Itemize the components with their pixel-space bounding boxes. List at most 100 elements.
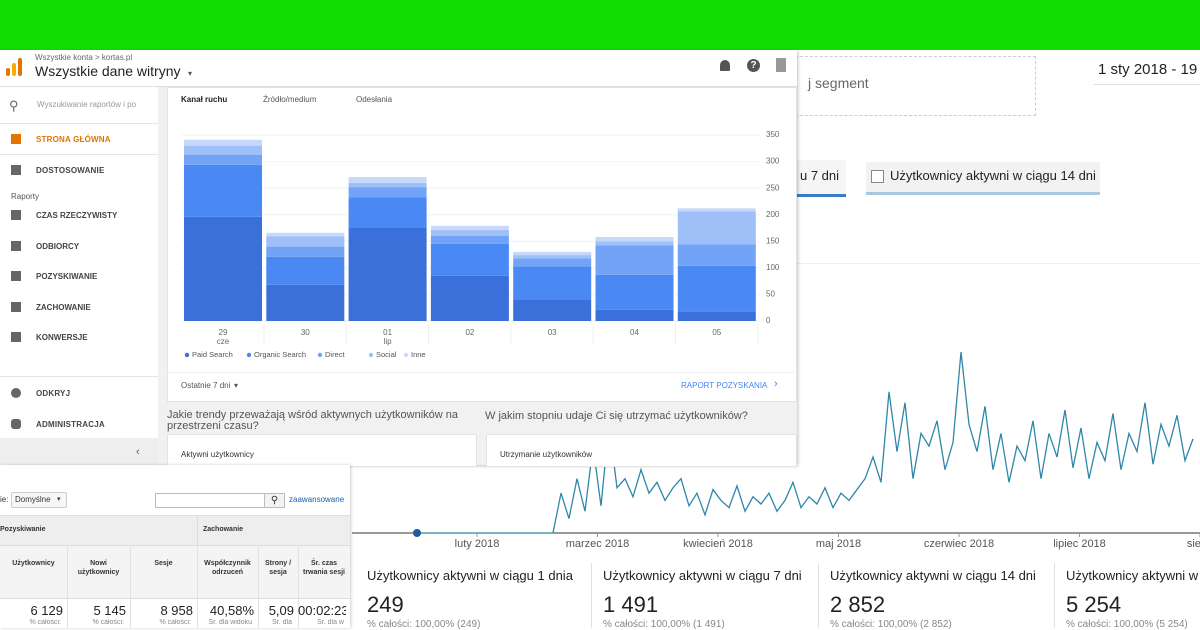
legend-label: Social (376, 350, 397, 359)
col-header[interactable]: Nowi użytkownicy (77, 560, 120, 576)
nav-item[interactable]: ODBIORCY (36, 241, 80, 251)
bar-segment (430, 243, 509, 276)
bar-segment (595, 245, 674, 275)
bar-segment (348, 187, 427, 198)
sidebar (0, 87, 158, 465)
nav-item[interactable]: KONWERSJE (36, 333, 88, 342)
legend-swatch (368, 352, 374, 358)
date-range[interactable]: 1 sty 2018 - 19 (1098, 61, 1198, 78)
x-tick-label: 03 (548, 328, 557, 337)
card-tab[interactable]: Kanał ruchu (181, 95, 228, 104)
stat-value: 249 (367, 592, 404, 617)
group-header: Zachowanie (203, 526, 244, 533)
y-tick-label: 350 (766, 130, 780, 139)
tab-14[interactable] (866, 162, 1100, 195)
tab-7[interactable] (790, 160, 846, 197)
breadcrumb[interactable]: Wszystkie konta > kortas.pl (35, 53, 133, 62)
cell-sub: Śr. dla (272, 619, 292, 626)
help-icon[interactable]: ? (747, 59, 760, 72)
bar-segment (595, 237, 674, 242)
question-2: W jakim stopniu udaje Ci się utrzymać uż… (485, 410, 748, 422)
collapse-bar[interactable] (0, 438, 158, 465)
bar-segment (266, 256, 345, 285)
discover-icon (11, 388, 21, 398)
table-search[interactable] (155, 493, 265, 508)
profile-icon[interactable] (776, 58, 786, 72)
nav-icon (11, 271, 21, 281)
bar-segment (677, 208, 756, 212)
admin-icon (11, 419, 21, 429)
legend-label: Direct (325, 350, 346, 359)
col-header[interactable]: Użytkownicy (12, 560, 55, 567)
y-tick-label: 250 (766, 183, 780, 192)
x-month-label: lip (384, 337, 393, 346)
bar-segment (677, 311, 756, 321)
bell-icon[interactable] (720, 60, 730, 71)
search-button[interactable]: ⚲ (264, 493, 285, 508)
segment-text: j segment (808, 75, 869, 91)
legend-swatch (403, 352, 409, 358)
view-value: Domyślne (15, 495, 51, 504)
report-link[interactable]: RAPORT POZYSKANIA (681, 381, 768, 390)
bar-segment (266, 232, 345, 237)
stat-sub: % całości: 100,00% (249) (367, 619, 481, 630)
nav-icon (11, 332, 21, 342)
question-1: Jakie trendy przeważają wśród aktywnych … (167, 409, 459, 432)
period-select[interactable]: Ostatnie 7 dni (181, 381, 231, 390)
search-input[interactable]: Wyszukiwanie raportów i po (37, 100, 137, 109)
bar-segment (513, 251, 592, 256)
bar-segment (184, 139, 262, 146)
nav-item[interactable]: CZAS RZECZYWISTY (36, 211, 118, 220)
line-series (417, 351, 1194, 534)
x-tick-label: luty 2018 (455, 538, 500, 550)
cell-sub: % całości: (92, 619, 124, 626)
card-divider (167, 372, 795, 373)
col-header[interactable]: Współczynnik odrzuceń (204, 560, 251, 576)
link-arrow[interactable]: › (774, 378, 778, 390)
bar-segment (184, 216, 262, 321)
x-tick-label: sierpi (1187, 538, 1200, 550)
nav-home[interactable]: STRONA GŁÓWNA (36, 135, 111, 144)
divider (0, 154, 158, 155)
nav-discover[interactable]: ODKRYJ (36, 389, 71, 398)
collapse-icon[interactable]: ‹ (136, 446, 140, 458)
card-tab[interactable]: Odesłania (356, 95, 393, 104)
nav-admin[interactable]: ADMINISTRACJA (36, 420, 105, 429)
nav-icon (11, 210, 21, 220)
col-header[interactable]: Strony / sesja (264, 560, 292, 576)
bar-segment (677, 211, 756, 245)
x-tick-label: 01 (383, 328, 392, 337)
bar-segment (184, 164, 262, 217)
view-label: ie: (0, 495, 9, 504)
x-tick-label: marzec 2018 (566, 538, 630, 550)
advanced-link[interactable]: zaawansowane (289, 495, 345, 504)
x-tick-label: czerwiec 2018 (924, 538, 994, 550)
nav-item[interactable]: POZYSKIWANIE (36, 272, 98, 281)
retention-card (486, 434, 797, 467)
bar-segment (595, 309, 674, 321)
stat-label: Użytkownicy aktywni w ciągu 1 dnia (367, 568, 573, 583)
col-header[interactable]: Sesje (154, 560, 173, 567)
stat-value: 1 491 (603, 592, 659, 617)
start-point (413, 529, 421, 537)
tab-14-label: Użytkownicy aktywni w ciągu 14 dni (890, 168, 1096, 183)
bar-segment (677, 244, 756, 266)
view-select[interactable] (11, 492, 67, 508)
card-tab[interactable]: Źródło/medium (263, 95, 317, 104)
checkbox[interactable] (871, 170, 884, 183)
nav-item[interactable]: ZACHOWANIE (36, 302, 91, 312)
group-header: Pozyskiwanie (0, 526, 46, 533)
nav-customize[interactable]: DOSTOSOWANIE (36, 166, 105, 175)
nav-icon (11, 301, 21, 312)
dropdown-caret: ▾ (188, 69, 193, 78)
legend-swatch (317, 352, 323, 358)
col-header[interactable]: Śr. czas trwania sesji (302, 560, 346, 576)
stat-label: Użytkownicy aktywni w ciągu 3 (1066, 568, 1200, 583)
col-divider (67, 545, 68, 628)
property-name[interactable]: Wszystkie dane witryny (35, 63, 181, 79)
x-tick-label: 29 (219, 328, 228, 337)
nav-icon (11, 240, 21, 251)
col-divider (130, 545, 131, 628)
